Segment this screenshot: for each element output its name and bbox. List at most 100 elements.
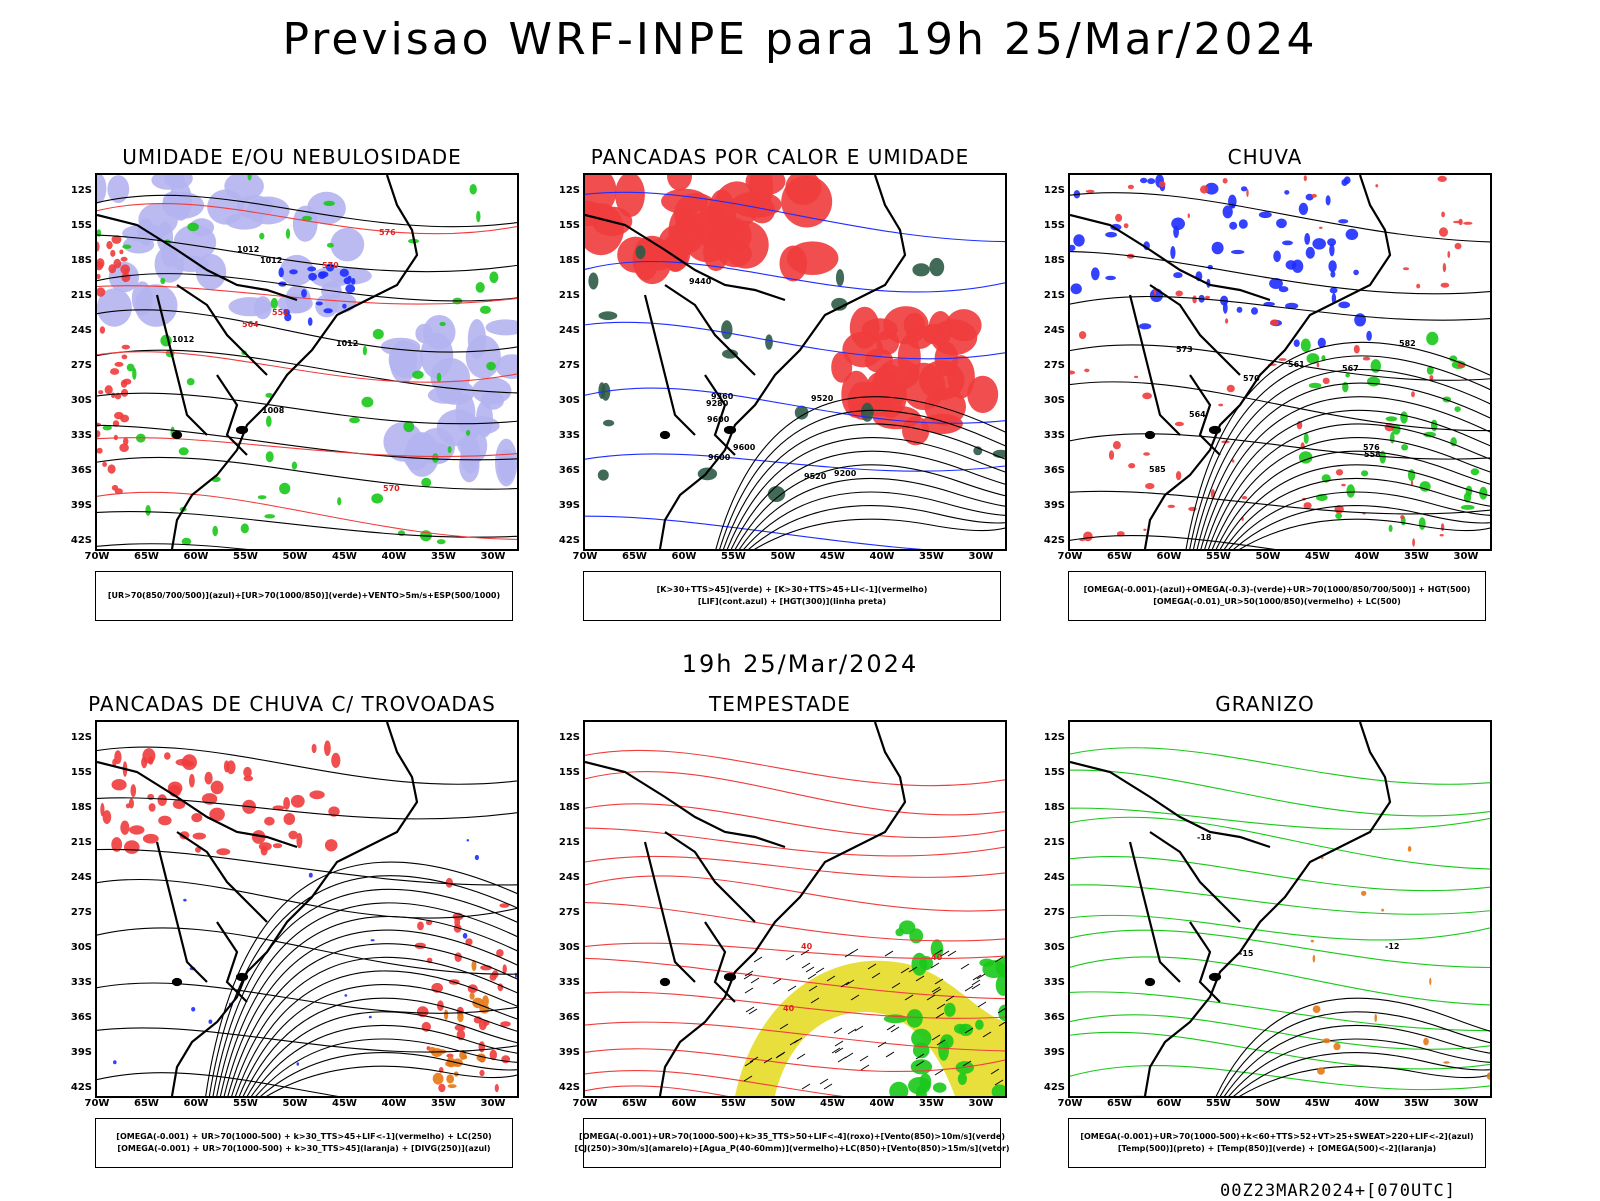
shaded-cell — [454, 952, 462, 962]
streamline — [97, 285, 517, 305]
shaded-cell — [272, 843, 283, 849]
streamline — [223, 929, 517, 1096]
streamline — [585, 991, 1005, 1019]
shaded-cell — [908, 1077, 931, 1095]
contour-label: 9520 — [804, 472, 827, 481]
contour-label: 561 — [1288, 360, 1305, 369]
shaded-cell — [1083, 531, 1093, 542]
pancadas-calor-panel: PANCADAS POR CALOR E UMIDADE 12S 15S 18S 21S… — [540, 145, 1020, 625]
latitude-label: 12S — [1043, 732, 1065, 743]
streamline — [1070, 192, 1490, 243]
longitude-label: 55W — [1206, 1098, 1231, 1109]
shaded-cell — [1463, 492, 1472, 503]
shaded-cell — [482, 995, 489, 1008]
legend-line: [OMEGA(-0.01)_UR>50(1000/850)(vermelho) … — [1153, 597, 1401, 606]
shaded-cell — [432, 1072, 444, 1085]
streamline — [1215, 450, 1490, 549]
longitude-label: 70W — [1057, 551, 1083, 562]
latitude-label: 21S — [70, 837, 92, 848]
shaded-cell — [1375, 184, 1379, 188]
shaded-cell — [1145, 483, 1155, 490]
wind-arrow — [785, 954, 795, 961]
streamline — [1070, 929, 1490, 968]
shaded-cell — [1306, 353, 1320, 364]
wind-arrow — [833, 1027, 843, 1034]
contour-label: 567 — [1342, 364, 1359, 373]
shaded-cell — [1270, 319, 1279, 326]
shaded-cell — [1327, 238, 1337, 246]
streamline — [1228, 1038, 1490, 1096]
shaded-cell — [489, 973, 497, 981]
shaded-cell — [307, 317, 313, 326]
wind-arrow — [808, 985, 818, 992]
border-line — [176, 284, 268, 376]
shaded-cell — [1361, 890, 1367, 896]
wind-arrow — [964, 1027, 974, 1034]
shaded-cell — [466, 839, 470, 842]
streamline — [97, 982, 517, 1014]
shaded-cell — [1204, 182, 1219, 195]
longitude-label: 40W — [869, 551, 895, 562]
forecast-map: 573 570 567 564 561 558 582 576 585 — [1068, 173, 1492, 551]
shaded-cell — [1442, 262, 1447, 273]
shaded-cell — [1423, 431, 1436, 438]
contour-label: 582 — [1399, 339, 1416, 348]
shaded-cell — [889, 1081, 909, 1096]
tempestade-panel: TEMPESTADE 12S 15S 18S 21S 24S 27S 30S 33S 36S 39S… — [540, 692, 1020, 1172]
longitude-label: 70W — [572, 1098, 598, 1109]
latitude-label: 18S — [70, 255, 92, 266]
border-line — [704, 374, 736, 456]
longitude-label: 30W — [1453, 1098, 1479, 1109]
shaded-cell — [191, 1007, 196, 1012]
shaded-cell — [1440, 523, 1445, 531]
shaded-cell — [111, 837, 123, 852]
streamline — [585, 321, 1005, 360]
lake-marker — [723, 972, 737, 982]
shaded-cell — [947, 355, 975, 399]
shaded-cell — [1429, 375, 1434, 380]
longitude-label: 40W — [381, 551, 407, 562]
contour-label: 9600 — [733, 443, 756, 452]
shaded-cell — [471, 960, 477, 972]
shaded-cell — [417, 921, 424, 931]
streamline — [1070, 855, 1490, 892]
latitude-label: 30S — [1043, 395, 1065, 406]
shaded-cell — [598, 382, 606, 399]
shaded-cell — [615, 175, 645, 218]
latitude-label: 33S — [1043, 977, 1065, 988]
wind-arrow — [994, 1079, 1004, 1086]
wind-arrow — [743, 973, 753, 980]
shaded-cell — [130, 784, 137, 798]
coastline-borders — [585, 175, 907, 549]
shaded-cell — [878, 358, 920, 390]
panel-title: PANCADAS POR CALOR E UMIDADE — [590, 145, 970, 169]
legend-line: [OMEGA(-0.001) + UR>70(1000-500) + k>30_… — [116, 1132, 492, 1141]
wind-arrow — [745, 1006, 755, 1013]
shaded-cell — [1204, 295, 1211, 300]
shaded-cell — [148, 803, 156, 812]
height-300-contours — [715, 396, 1005, 549]
shaded-cell — [465, 938, 473, 946]
shaded-cell — [479, 305, 491, 314]
contour-label: 40 — [931, 953, 943, 962]
shaded-cell — [1246, 189, 1249, 197]
wind-arrow — [779, 1023, 789, 1030]
longitude-label: 70W — [572, 551, 598, 562]
shaded-cell — [265, 392, 273, 398]
shaded-cell — [191, 813, 203, 823]
wind-arrow — [926, 994, 936, 1001]
shaded-cell — [1463, 221, 1473, 225]
shaded-cell — [223, 760, 230, 773]
shaded-cell — [291, 461, 298, 470]
shaded-cell — [111, 235, 122, 244]
shaded-cell — [446, 1074, 455, 1084]
streamline — [585, 855, 1005, 878]
forecast-map: 9600 9600 9600 9520 9440 9360 9280 9200 9520 — [583, 173, 1007, 551]
longitude-label: 60W — [671, 1098, 697, 1109]
border-line — [1070, 213, 1271, 302]
streamline — [231, 956, 517, 1096]
longitude-label: 50W — [282, 551, 308, 562]
shaded-cell — [598, 311, 618, 321]
shaded-cell — [860, 402, 874, 422]
